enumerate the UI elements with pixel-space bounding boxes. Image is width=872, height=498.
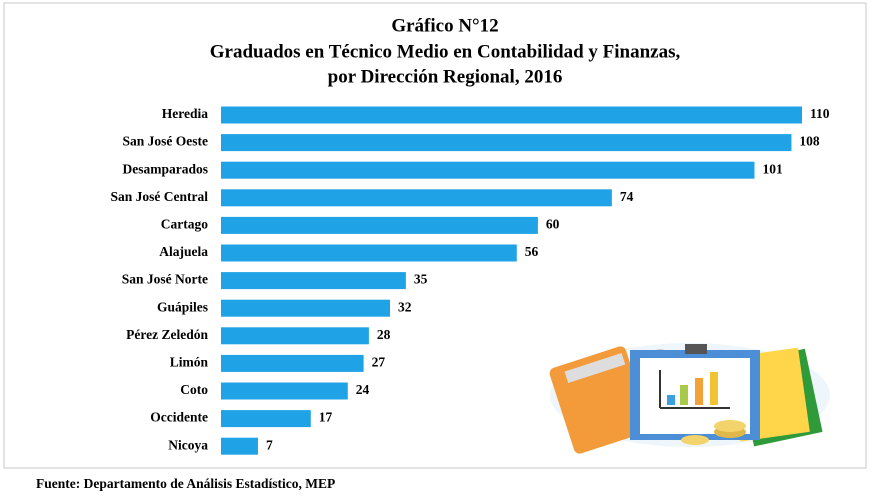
value-label: 108 <box>799 134 820 149</box>
chart-title: Graduados en Técnico Medio en Contabilid… <box>210 41 681 62</box>
bar <box>221 245 517 262</box>
bar <box>221 189 612 206</box>
bar <box>221 355 364 372</box>
value-label: 7 <box>266 437 273 452</box>
category-label: Pérez Zeledón <box>126 327 208 342</box>
category-label: Nicoya <box>168 437 208 452</box>
value-label: 110 <box>810 106 830 121</box>
value-label: 74 <box>620 189 634 204</box>
bar <box>221 383 348 400</box>
category-label: Coto <box>180 382 208 397</box>
value-label: 28 <box>377 327 391 342</box>
value-label: 101 <box>762 161 783 176</box>
chart-title: Gráfico N°12 <box>391 15 498 36</box>
bar <box>221 300 390 317</box>
category-label: San José Oeste <box>123 134 209 149</box>
value-label: 27 <box>372 354 386 369</box>
source-note: Fuente: Departamento de Análisis Estadís… <box>36 476 335 491</box>
value-label: 17 <box>319 410 333 425</box>
category-label: Desamparados <box>122 161 208 176</box>
value-label: 60 <box>546 216 560 231</box>
bar <box>221 438 258 455</box>
category-label: Cartago <box>161 216 208 231</box>
category-label: Limón <box>170 354 209 369</box>
bar <box>221 162 754 179</box>
chart-title: por Dirección Regional, 2016 <box>328 66 563 87</box>
illustration <box>548 343 830 455</box>
bar <box>221 327 369 344</box>
bar <box>221 107 802 124</box>
category-label: Occidente <box>150 410 208 425</box>
bar <box>221 410 311 427</box>
category-label: Guápiles <box>157 299 208 314</box>
bar <box>221 134 791 151</box>
value-label: 56 <box>525 244 539 259</box>
value-label: 32 <box>398 299 412 314</box>
category-label: Alajuela <box>159 244 208 259</box>
value-label: 35 <box>414 272 428 287</box>
category-label: San José Norte <box>122 272 208 287</box>
bar <box>221 217 538 234</box>
chart: Gráfico N°12 Graduados en Técnico Medio … <box>0 0 872 498</box>
bar <box>221 272 406 289</box>
category-label: San José Central <box>111 189 209 204</box>
category-label: Heredia <box>162 106 208 121</box>
value-label: 24 <box>356 382 370 397</box>
